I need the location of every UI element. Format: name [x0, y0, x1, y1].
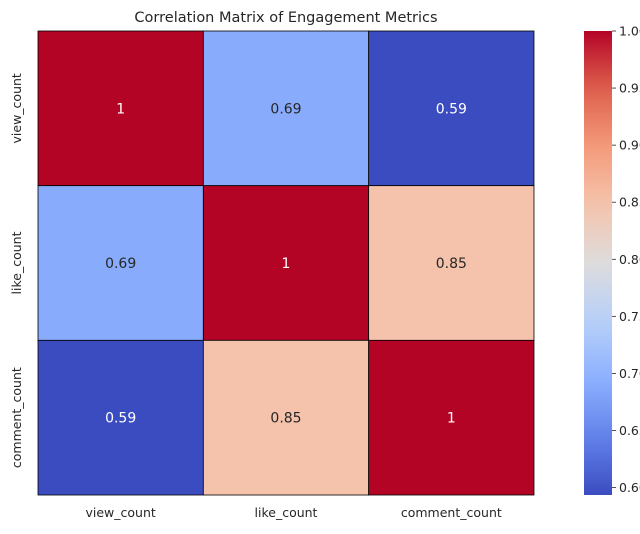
y-tick-label: view_count [9, 73, 24, 143]
cell-annotation: 0.85 [270, 411, 301, 427]
heatmap-cells [37, 30, 535, 496]
x-tick-label: like_count [255, 505, 318, 520]
colorbar-tick-label: 0.70 [619, 366, 640, 381]
cell-annotation: 0.85 [436, 256, 467, 272]
cell-annotation: 0.59 [105, 411, 136, 427]
colorbar-tick-label: 0.60 [619, 480, 640, 495]
colorbar-tick-label: 0.85 [619, 195, 640, 210]
cell-annotation: 0.69 [105, 256, 136, 272]
cell-annotation: 1 [447, 411, 456, 427]
cell-annotation: 0.69 [270, 101, 301, 117]
colorbar: 0.60 0.65 0.70 0.75 0.80 0.85 0.90 0.95 1.00 [584, 24, 640, 495]
heatmap-cell [202, 30, 370, 187]
y-tick-label: comment_count [9, 367, 24, 468]
colorbar-tick-label: 0.95 [619, 81, 640, 96]
heatmap-cell [202, 339, 370, 496]
cell-annotation: 1 [282, 256, 291, 272]
heatmap-cell [37, 30, 204, 187]
heatmap-cell [368, 339, 535, 496]
chart-title: Correlation Matrix of Engagement Metrics [134, 10, 437, 26]
y-axis-tick-labels: view_count like_count comment_count [9, 73, 24, 468]
colorbar-tick-label: 1.00 [619, 24, 640, 39]
cell-annotations: 1 0.69 0.59 0.69 1 0.85 0.59 0.85 1 [105, 101, 467, 426]
x-tick-label: comment_count [401, 505, 502, 520]
x-tick-label: view_count [86, 505, 156, 520]
cell-annotation: 1 [116, 101, 125, 117]
x-axis-tick-labels: view_count like_count comment_count [86, 505, 502, 520]
heatmap-cell [368, 30, 535, 187]
colorbar-tick-label: 0.65 [619, 423, 640, 438]
cell-annotation: 0.59 [436, 101, 467, 117]
y-tick-label: like_count [9, 231, 24, 294]
heatmap-cell [368, 185, 535, 341]
colorbar-gradient [584, 31, 612, 495]
heatmap-cell [37, 339, 204, 496]
heatmap-cell [202, 185, 370, 341]
colorbar-tick-label: 0.80 [619, 252, 640, 267]
heatmap-cell [37, 185, 204, 341]
colorbar-tick-label: 0.75 [619, 309, 640, 324]
colorbar-tick-label: 0.90 [619, 138, 640, 153]
